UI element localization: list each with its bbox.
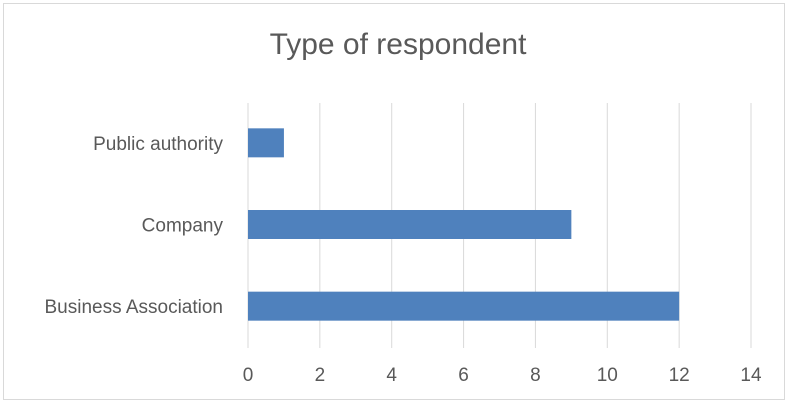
category-label: Company <box>142 216 224 237</box>
bars <box>248 128 680 321</box>
bar <box>248 210 572 239</box>
bar <box>248 128 284 158</box>
chart-frame <box>3 3 785 400</box>
x-tick-label: 6 <box>458 365 469 386</box>
x-axis-tick-labels: 0 2 4 6 8 10 12 14 <box>243 365 762 386</box>
bar <box>248 291 680 321</box>
x-tick-label: 4 <box>386 365 397 386</box>
chart-title: Type of respondent <box>269 28 527 61</box>
category-label: Public authority <box>93 134 223 155</box>
category-label: Business Association <box>45 297 224 318</box>
category-labels: Public authority Company Business Associat… <box>45 134 224 318</box>
x-tick-label: 12 <box>669 365 690 386</box>
x-tick-label: 14 <box>740 365 762 386</box>
x-tick-label: 0 <box>243 365 254 386</box>
x-tick-label: 2 <box>315 365 326 386</box>
x-tick-label: 8 <box>530 365 541 386</box>
x-tick-label: 10 <box>597 365 618 386</box>
